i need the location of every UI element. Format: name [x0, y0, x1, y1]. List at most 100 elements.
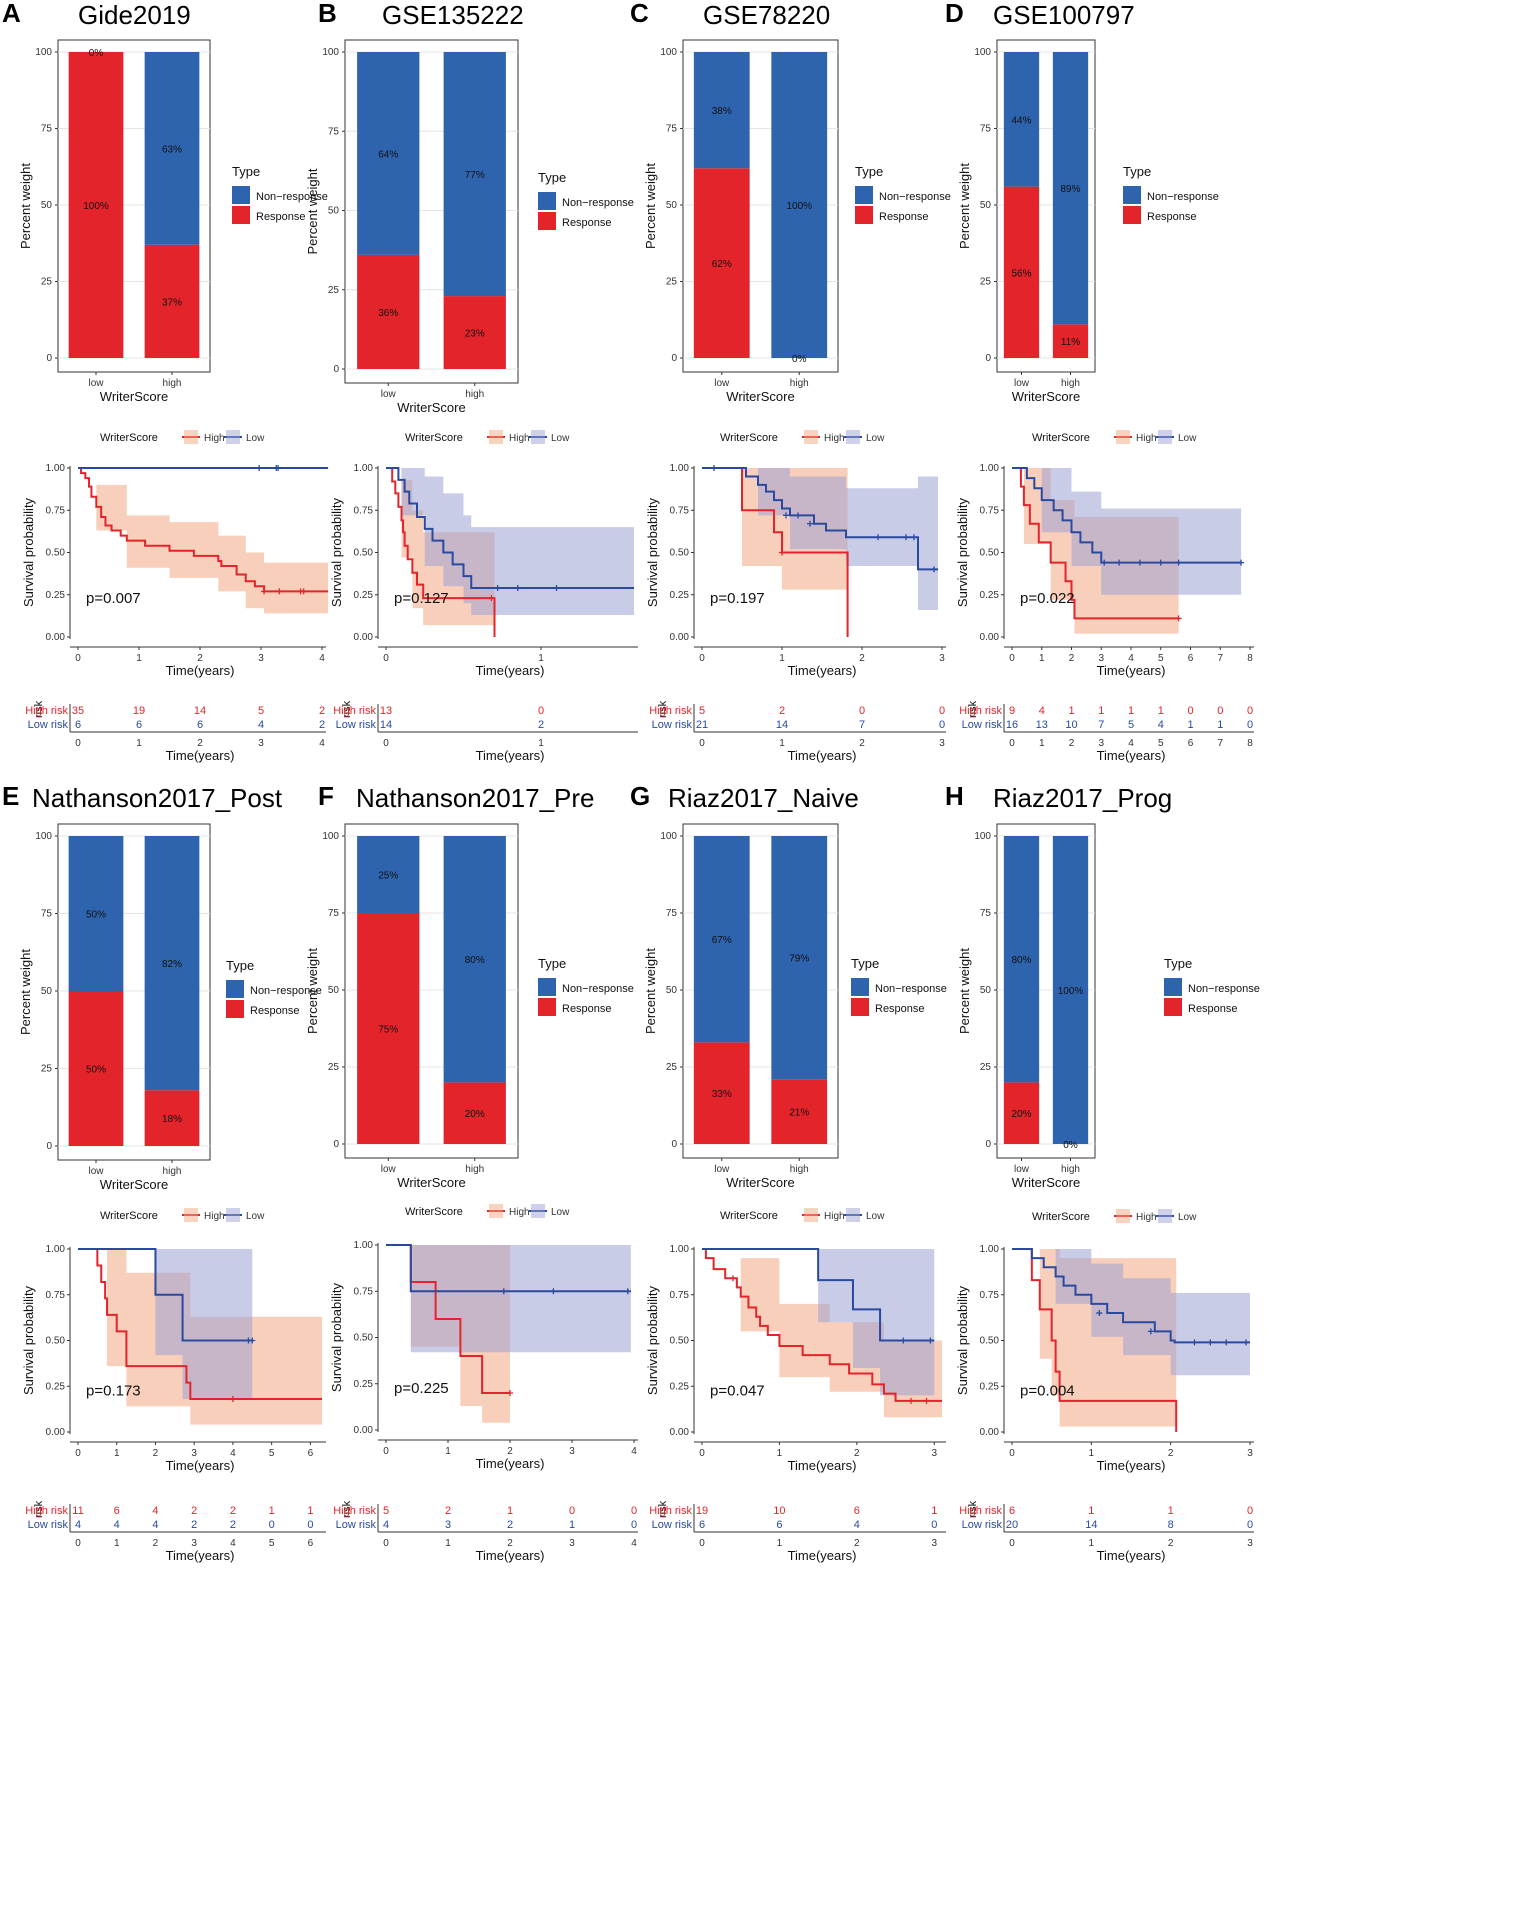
y-tick-label: 0	[333, 364, 339, 375]
km-legend-high-label: High	[1136, 433, 1157, 444]
risk-count-high: 1	[269, 1505, 275, 1517]
km-x-tick-label: 0	[699, 1448, 705, 1459]
risk-count-high: 9	[1009, 705, 1015, 717]
km-x-tick-label: 7	[1217, 653, 1223, 664]
risk-count-high: 0	[1187, 705, 1193, 717]
bar-label-response: 56%	[1011, 268, 1031, 279]
x-tick-label: low	[381, 1164, 397, 1175]
km-y-tick-label: 0.75	[980, 1290, 1000, 1301]
km-censor-low	[1207, 1339, 1214, 1346]
km-curve-high	[702, 1248, 942, 1402]
risk-count-low: 4	[152, 1519, 158, 1531]
bar-label-response: 11%	[1061, 337, 1080, 348]
bar-nonresponse	[771, 836, 828, 1080]
legend-swatch-response	[851, 998, 869, 1016]
risk-row-low-label: Low risk	[652, 1519, 693, 1531]
x-tick-label: high	[790, 378, 809, 389]
risk-x-tick-label: 7	[1217, 738, 1223, 749]
km-y-tick-label: 0.75	[354, 505, 374, 516]
panel-letter: B	[318, 0, 337, 28]
bar-label-response: 20%	[465, 1109, 485, 1120]
bar-x-axis-title: WriterScore	[1012, 1175, 1080, 1190]
km-y-axis-title: Survival probability	[21, 1285, 36, 1395]
bar-label-nonresponse: 64%	[378, 149, 398, 160]
risk-x-tick-label: 2	[854, 1538, 860, 1549]
bar-y-axis-title: Percent weight	[305, 948, 320, 1034]
risk-axis-label: risk	[967, 1500, 979, 1518]
bar-nonresponse	[144, 836, 200, 1091]
risk-count-high: 11	[72, 1505, 83, 1517]
km-curve-low	[386, 1244, 631, 1293]
x-tick-label: high	[1061, 1164, 1080, 1175]
km-x-tick-label: 6	[308, 1448, 314, 1459]
y-tick-label: 50	[666, 200, 678, 211]
legend-label-response: Response	[1147, 211, 1197, 223]
y-tick-label: 100	[322, 831, 339, 842]
risk-count-low: 0	[631, 1519, 637, 1531]
panel-letter: D	[945, 0, 964, 28]
km-legend-low-label: Low	[1178, 1212, 1197, 1223]
km-legend-low-label: Low	[551, 433, 570, 444]
km-x-tick-label: 2	[1069, 653, 1075, 664]
legend-label-response: Response	[562, 1003, 612, 1015]
risk-count-high: 5	[383, 1505, 389, 1517]
x-tick-label: high	[1061, 378, 1080, 389]
km-y-tick-label: 0.75	[46, 505, 66, 516]
risk-axis-label: risk	[657, 700, 669, 718]
bar-label-nonresponse: 100%	[1058, 986, 1084, 997]
y-tick-label: 0	[46, 353, 52, 364]
bar-response	[357, 254, 420, 369]
km-censor-low	[1136, 559, 1143, 566]
bar-response	[1003, 1082, 1040, 1144]
km-censor-high	[229, 1396, 236, 1403]
km-x-tick-label: 4	[319, 653, 325, 664]
km-censor-high	[300, 588, 307, 595]
km-legend-title: WriterScore	[720, 1210, 778, 1222]
risk-x-axis-title: Time(years)	[1097, 1548, 1166, 1563]
legend-label-response: Response	[1188, 1003, 1238, 1015]
km-x-tick-label: 0	[383, 1446, 389, 1457]
bar-label-nonresponse: 63%	[162, 144, 182, 155]
y-tick-label: 25	[328, 285, 340, 296]
km-ci-high	[78, 468, 329, 614]
x-tick-label: low	[1014, 378, 1030, 389]
km-legend-low-swatch	[531, 1204, 545, 1218]
bar-response	[357, 913, 420, 1144]
risk-x-tick-label: 3	[1098, 738, 1104, 749]
risk-x-tick-label: 4	[1128, 738, 1134, 749]
risk-count-low: 16	[1006, 719, 1018, 731]
bar-x-axis-title: WriterScore	[726, 1175, 794, 1190]
km-y-tick-label: 1.00	[670, 1244, 690, 1255]
bar-label-nonresponse: 80%	[465, 955, 485, 966]
risk-count-low: 2	[230, 1519, 236, 1531]
bar-label-response: 33%	[712, 1089, 732, 1100]
y-tick-label: 75	[328, 908, 340, 919]
risk-x-tick-label: 1	[538, 738, 544, 749]
risk-count-low: 1	[1187, 719, 1193, 731]
km-legend-high-label: High	[509, 1207, 530, 1218]
y-tick-label: 75	[666, 124, 678, 135]
panel-title: Gide2019	[78, 0, 191, 30]
y-tick-label: 100	[660, 831, 677, 842]
km-censor-low	[249, 1337, 256, 1344]
risk-x-tick-label: 2	[507, 1538, 513, 1549]
km-censor-low	[553, 584, 560, 591]
legend-label-nonresponse: Non−response	[879, 191, 951, 203]
km-ci-low	[1012, 468, 1242, 595]
bar-frame	[344, 823, 519, 1159]
bar-y-axis-title: Percent weight	[643, 163, 658, 249]
bar-label-response: 0%	[1063, 1140, 1078, 1151]
risk-x-tick-label: 0	[75, 738, 81, 749]
km-legend-low-swatch	[226, 430, 240, 444]
risk-x-tick-label: 2	[859, 738, 865, 749]
risk-axis-label: risk	[657, 1500, 669, 1518]
km-legend-title: WriterScore	[1032, 1211, 1090, 1223]
y-tick-label: 50	[41, 986, 53, 997]
risk-count-high: 6	[1009, 1505, 1015, 1517]
y-tick-label: 100	[35, 831, 52, 842]
km-censor-high	[908, 1397, 915, 1404]
km-legend-high-label: High	[509, 433, 530, 444]
panel-title: GSE100797	[993, 0, 1135, 30]
panel-A: A Gide20190255075100100%0%low37%63%highWr…	[2, 0, 329, 763]
risk-count-low: 5	[1128, 719, 1134, 731]
